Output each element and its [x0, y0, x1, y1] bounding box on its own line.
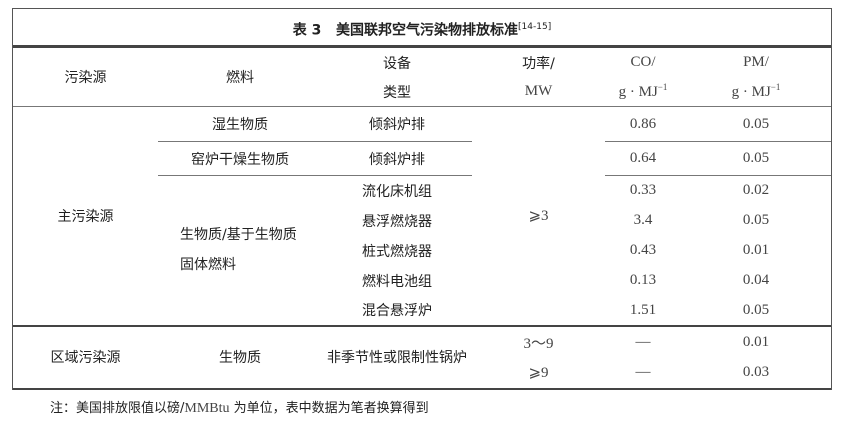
pm-cell: 0.03 [681, 357, 831, 390]
device-cell: 燃料电池组 [362, 273, 432, 290]
co-cell: 0.43 [629, 242, 657, 258]
fuel-cell: 窑炉干燥生物质 [158, 141, 322, 176]
header-power-unit: MW [472, 77, 605, 107]
header-source: 污染源 [13, 48, 158, 107]
pm-cell: 0.01 [742, 242, 770, 258]
power-cell: ⩾9 [472, 357, 605, 390]
device-cell: 非季节性或限制性锅炉 [322, 324, 472, 390]
table-row: 主污染源 湿生物质 倾斜炉排 ⩾3 0.86 0.05 [13, 106, 831, 225]
header-pm: PM/ [743, 54, 769, 70]
header-power: 功率/ [522, 55, 555, 72]
fuel-cell: 生物质/基于生物质固体燃料 [180, 227, 297, 274]
co-cell: 0.86 [605, 106, 681, 142]
device-cell: 流化床机组 [362, 183, 432, 200]
table-row: 燃料电池组 0.13 0.04 [13, 266, 831, 296]
device-cell: 倾斜炉排 [322, 106, 472, 142]
co-cell: 1.51 [629, 301, 657, 318]
header-co: CO/ [630, 54, 656, 70]
pm-cell: 0.04 [742, 272, 770, 288]
table-row: 混合悬浮炉 1.51 0.05 [13, 296, 831, 326]
device-cell: 混合悬浮炉 [362, 303, 432, 319]
fuel-cell: 湿生物质 [158, 106, 322, 142]
table-row: 悬浮燃烧器 3.4 0.05 [13, 206, 831, 236]
source-cell: 主污染源 [57, 208, 114, 225]
pm-cell: 0.02 [742, 182, 770, 199]
table-title: 表 3 美国联邦空气污染物排放标准[14-15] [13, 9, 831, 48]
power-cell: ⩾3 [528, 208, 549, 225]
power-cell: 3～9 [472, 324, 605, 358]
device-cell: 桩式燃烧器 [362, 243, 432, 260]
table-title-text: 美国联邦空气污染物排放标准 [336, 22, 519, 39]
table-note: 注：美国排放限值以磅/MMBtu 为单位，表中数据为笔者换算得到 [50, 401, 429, 416]
table-number: 表 3 [292, 22, 322, 39]
co-cell: 3.4 [633, 212, 653, 228]
co-cell: 0.64 [605, 141, 681, 176]
pm-cell: 0.05 [681, 106, 831, 142]
table-row: ⩾9 — 0.03 [13, 357, 831, 390]
pm-cell: 0.05 [742, 212, 770, 228]
source-cell: 区域污染源 [13, 324, 158, 390]
device-cell: 倾斜炉排 [322, 141, 472, 176]
emission-standards-table: 表 3 美国联邦空气污染物排放标准[14-15] 污染源 燃料 设备 功率/ C… [12, 8, 832, 390]
co-cell: 0.13 [629, 272, 657, 288]
citation: [14-15] [518, 22, 552, 32]
co-cell: — [605, 357, 681, 390]
device-cell: 悬浮燃烧器 [362, 213, 432, 230]
header-fuel: 燃料 [158, 48, 322, 107]
table-row: 窑炉干燥生物质 倾斜炉排 0.64 0.05 [13, 141, 831, 176]
pm-cell: 0.01 [681, 324, 831, 358]
table-row: 区域污染源 生物质 非季节性或限制性锅炉 3～9 — 0.01 [13, 324, 831, 390]
co-cell: — [605, 324, 681, 358]
header-pm-unit: g · MJ−1 [681, 77, 831, 107]
header-device: 设备 [383, 55, 411, 72]
table-row: 桩式燃烧器 0.43 0.01 [13, 236, 831, 266]
header-device-type: 类型 [322, 77, 472, 107]
co-cell: 0.33 [629, 182, 657, 199]
fuel-cell: 生物质 [158, 324, 322, 390]
pm-cell: 0.05 [681, 141, 831, 176]
pm-cell: 0.05 [742, 301, 770, 318]
header-co-unit: g · MJ−1 [605, 77, 681, 107]
table-row: 生物质/基于生物质固体燃料 流化床机组 0.33 0.02 [13, 176, 831, 273]
